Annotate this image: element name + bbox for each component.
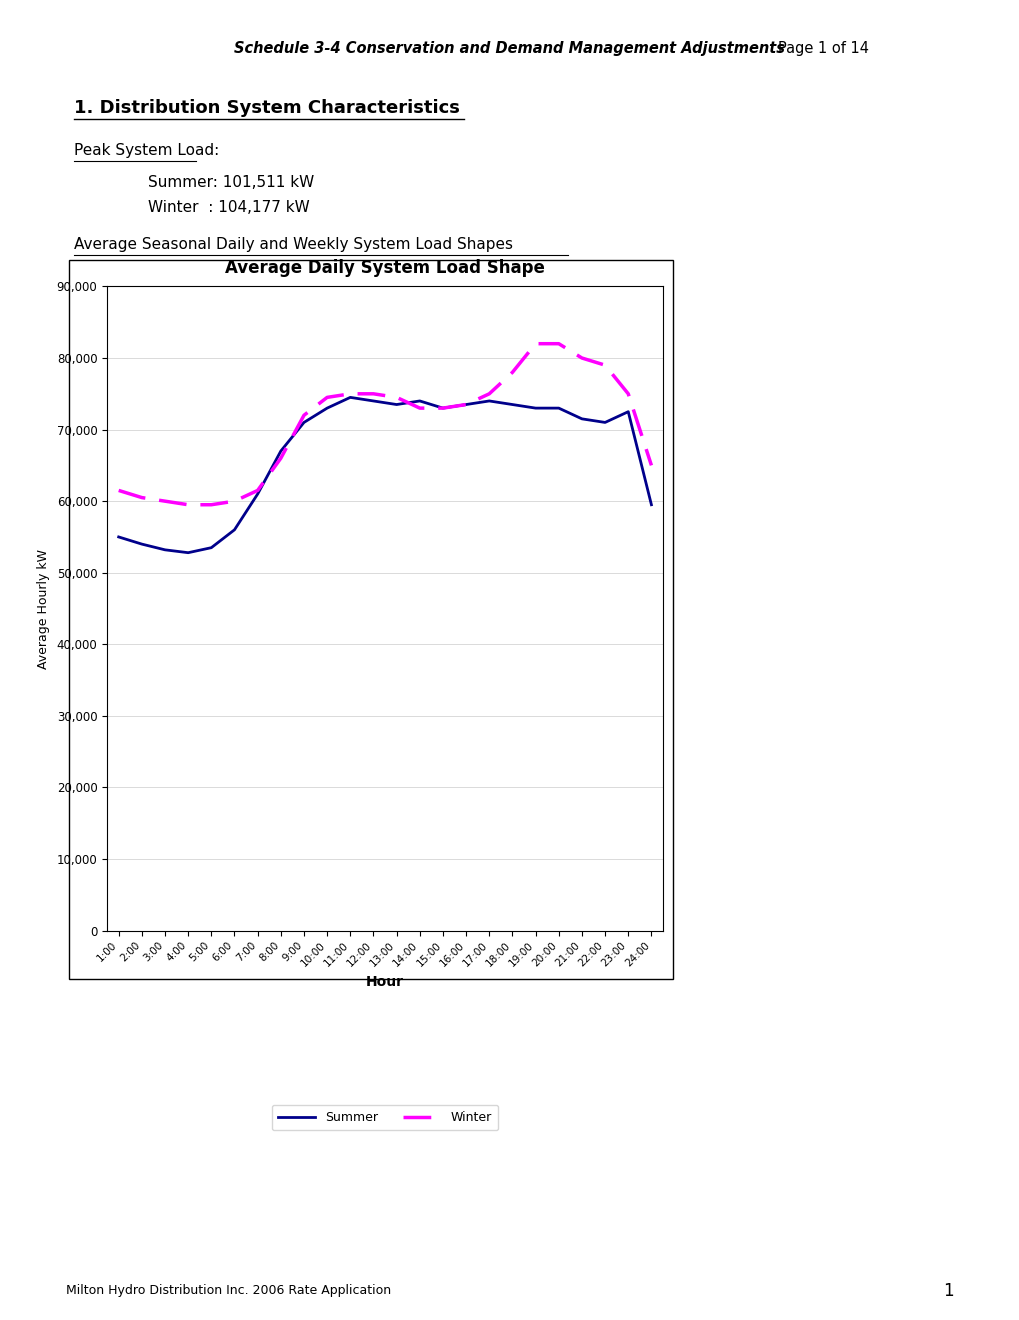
Summer: [321, 400, 333, 416]
Winter: [622, 385, 634, 401]
Winter: [505, 364, 518, 380]
Winter: [645, 458, 657, 474]
Summer: [552, 400, 565, 416]
Winter: [483, 385, 495, 401]
Summer: [529, 400, 541, 416]
Summer: [436, 400, 448, 416]
Winter: [274, 450, 286, 466]
Summer: [414, 393, 426, 409]
Summer: [576, 411, 588, 426]
Summer: [274, 444, 286, 459]
Winter: [136, 490, 148, 506]
Summer: [181, 545, 194, 561]
Legend: Summer, Winter: Summer, Winter: [271, 1105, 498, 1130]
Winter: [181, 496, 194, 512]
Summer: [460, 396, 472, 412]
Winter: [552, 335, 565, 351]
Summer: [298, 414, 310, 430]
Summer: [112, 529, 124, 545]
Winter: [343, 385, 356, 401]
Summer: [343, 389, 356, 405]
Summer: [228, 521, 240, 537]
Text: Page 1 of 14: Page 1 of 14: [777, 41, 868, 57]
Title: Average Daily System Load Shape: Average Daily System Load Shape: [225, 259, 544, 277]
Winter: [205, 496, 217, 512]
Text: Milton Hydro Distribution Inc. 2006 Rate Application: Milton Hydro Distribution Inc. 2006 Rate…: [66, 1284, 391, 1298]
Summer: [390, 396, 403, 412]
Text: Winter  : 104,177 kW: Winter : 104,177 kW: [148, 199, 310, 215]
Winter: [228, 494, 240, 510]
Summer: [505, 396, 518, 412]
Winter: [252, 483, 264, 499]
Winter: [529, 335, 541, 351]
Line: Winter: Winter: [118, 343, 651, 504]
Summer: [622, 404, 634, 420]
Winter: [298, 408, 310, 424]
Text: Schedule 3-4 Conservation and Demand Management Adjustments: Schedule 3-4 Conservation and Demand Man…: [234, 41, 785, 57]
Winter: [414, 400, 426, 416]
Text: 1: 1: [943, 1282, 953, 1300]
Winter: [390, 389, 403, 405]
Summer: [136, 536, 148, 552]
Summer: [483, 393, 495, 409]
Summer: [598, 414, 610, 430]
Winter: [367, 385, 379, 401]
Summer: [645, 496, 657, 512]
Text: Summer: 101,511 kW: Summer: 101,511 kW: [148, 174, 314, 190]
Text: Average Seasonal Daily and Weekly System Load Shapes: Average Seasonal Daily and Weekly System…: [74, 236, 513, 252]
Summer: [367, 393, 379, 409]
Winter: [598, 358, 610, 374]
Winter: [321, 389, 333, 405]
Winter: [159, 494, 171, 510]
Winter: [436, 400, 448, 416]
Text: Peak System Load:: Peak System Load:: [74, 143, 219, 158]
X-axis label: Hour: Hour: [366, 975, 404, 990]
Y-axis label: Average Hourly kW: Average Hourly kW: [37, 549, 50, 668]
Text: 1. Distribution System Characteristics: 1. Distribution System Characteristics: [74, 99, 460, 117]
Summer: [159, 543, 171, 558]
Summer: [205, 540, 217, 556]
Line: Summer: Summer: [118, 397, 651, 553]
Summer: [252, 486, 264, 502]
Winter: [460, 396, 472, 412]
Winter: [576, 350, 588, 366]
Winter: [112, 483, 124, 499]
